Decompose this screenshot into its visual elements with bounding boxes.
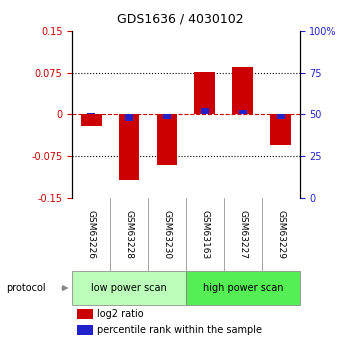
Bar — [186, 272, 300, 305]
Text: GSM63229: GSM63229 — [276, 210, 285, 259]
Bar — [119, 115, 139, 180]
Text: protocol: protocol — [6, 283, 46, 293]
Text: GSM63163: GSM63163 — [200, 210, 209, 259]
Bar — [72, 272, 186, 305]
Text: GSM63226: GSM63226 — [87, 210, 96, 259]
Bar — [239, 110, 247, 115]
Text: GDS1636 / 4030102: GDS1636 / 4030102 — [117, 12, 244, 26]
Bar — [81, 115, 101, 126]
Bar — [157, 115, 177, 165]
Text: log2 ratio: log2 ratio — [97, 309, 144, 319]
Bar — [195, 72, 215, 115]
Bar — [201, 108, 209, 115]
Bar — [232, 67, 253, 115]
Text: low power scan: low power scan — [91, 283, 167, 293]
Bar — [87, 113, 95, 115]
Text: GSM63228: GSM63228 — [125, 210, 134, 259]
Text: high power scan: high power scan — [203, 283, 283, 293]
Bar — [77, 325, 93, 335]
Bar — [270, 115, 291, 145]
Bar — [163, 115, 171, 119]
Text: GSM63227: GSM63227 — [238, 210, 247, 259]
Bar — [277, 115, 285, 119]
Bar — [125, 115, 133, 121]
Text: GSM63230: GSM63230 — [162, 210, 171, 259]
Bar — [77, 309, 93, 319]
Text: percentile rank within the sample: percentile rank within the sample — [97, 325, 262, 335]
